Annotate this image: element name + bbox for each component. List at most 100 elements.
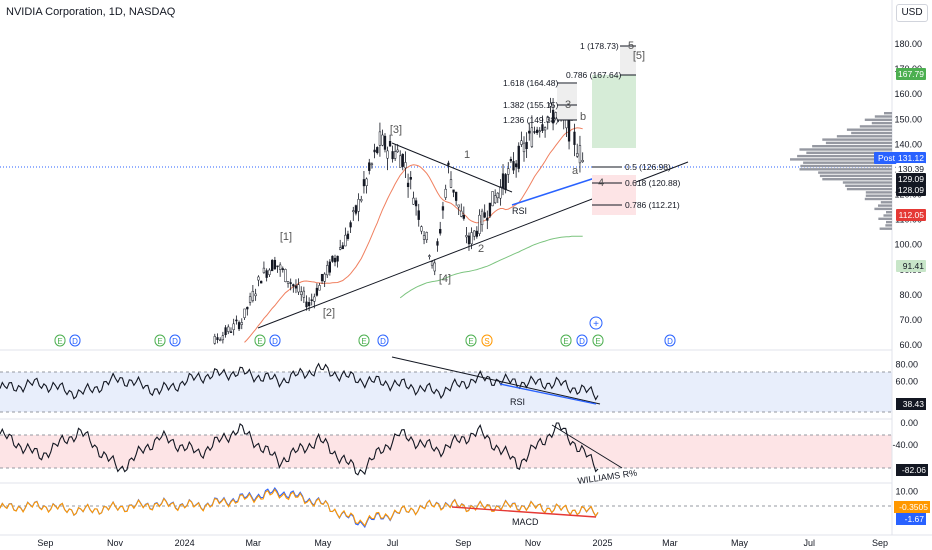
williams-band <box>0 435 892 468</box>
rsi-pane-annotation: RSI <box>510 397 525 407</box>
candle-body <box>260 280 263 284</box>
volume-profile-bar <box>800 164 892 168</box>
event-marker[interactable] <box>576 334 588 347</box>
candle-body <box>509 159 513 162</box>
candle-body <box>491 191 494 207</box>
candle-body <box>393 151 397 159</box>
candle-body <box>248 296 252 303</box>
event-marker-label: D <box>667 337 673 346</box>
price-badge <box>896 260 926 272</box>
candle-body <box>460 210 463 217</box>
time-tick-label: Mar <box>662 538 678 548</box>
currency-button[interactable]: USD <box>896 4 928 22</box>
candle-body <box>512 161 515 171</box>
volume-profile-bar <box>812 145 892 148</box>
candle-body <box>381 134 384 146</box>
candle-body <box>462 215 465 219</box>
candle-body <box>265 270 268 278</box>
event-marker[interactable] <box>358 334 370 347</box>
candle-body <box>227 326 230 332</box>
rsi-annotation: RSI <box>512 206 527 216</box>
event-marker[interactable] <box>154 334 166 347</box>
event-marker-label: E <box>361 337 366 346</box>
candle-body <box>216 337 219 340</box>
event-marker[interactable] <box>269 334 281 347</box>
candle-body <box>376 147 379 154</box>
event-marker[interactable] <box>54 334 66 347</box>
candle-body <box>262 267 266 273</box>
candle-body <box>541 124 544 131</box>
event-marker[interactable] <box>254 334 266 347</box>
event-marker[interactable] <box>592 334 604 347</box>
candle-body <box>551 109 555 124</box>
candle-body <box>276 265 279 268</box>
candle-body <box>232 323 235 330</box>
candle-body <box>386 150 389 159</box>
candle-body <box>318 285 321 291</box>
event-marker[interactable] <box>377 334 389 347</box>
event-marker-label: D <box>579 337 585 346</box>
volume-profile-bar <box>880 201 892 204</box>
price-badge-value: 128.09 <box>898 185 924 195</box>
candle-body <box>520 140 523 145</box>
volume-profile-bar <box>822 178 892 181</box>
volume-profile-bar <box>822 138 892 141</box>
price-badge-value: 131.12 <box>898 153 924 163</box>
time-tick-label: Jul <box>803 538 815 548</box>
candle-body <box>420 226 423 232</box>
candle-body <box>352 210 355 213</box>
volume-profile-bar <box>874 207 892 211</box>
fib-extension-zone <box>620 46 636 75</box>
wave-label: [5] <box>633 50 645 62</box>
candle-body <box>281 268 284 271</box>
candle-body <box>360 199 363 202</box>
event-marker[interactable] <box>69 334 81 347</box>
candle-body <box>292 284 295 287</box>
candle-body <box>365 178 368 186</box>
signal-line <box>0 488 599 527</box>
price-tick-label: 70.00 <box>899 315 922 325</box>
add-event-icon[interactable] <box>589 316 603 330</box>
candle-body <box>401 154 404 167</box>
macd-tick-label: 10.00 <box>895 487 918 497</box>
candle-body <box>268 269 271 275</box>
volume-profile-bar <box>864 197 892 201</box>
candle-body <box>444 188 447 198</box>
candle-body <box>467 235 471 245</box>
candle-body <box>368 162 371 171</box>
candle-body <box>454 191 458 201</box>
rsi-band <box>0 372 892 412</box>
wave-label: 2 <box>478 243 484 255</box>
price-tick-label: 60.00 <box>899 340 922 350</box>
time-tick-label: May <box>731 538 749 548</box>
candle-body <box>470 232 473 245</box>
candle-body <box>517 145 520 169</box>
candle-body <box>341 245 344 250</box>
williams-tick-label: -40.00 <box>892 440 918 450</box>
price-tick-label: 160.00 <box>894 89 922 99</box>
candle-body <box>357 199 360 212</box>
candle-body <box>270 260 274 272</box>
event-marker[interactable] <box>481 334 493 347</box>
candle-body <box>305 301 308 308</box>
williams-tick-label: 0.00 <box>900 418 918 428</box>
price-pane: RSI 1 (178.73) 0.786 (167.64) 1.618 (164.48… <box>54 40 892 347</box>
event-marker-label: S <box>484 337 489 346</box>
candle-body <box>237 322 241 330</box>
price-badge-value: 91.41 <box>903 261 925 271</box>
wave-label: [2] <box>323 307 335 319</box>
event-marker[interactable] <box>560 334 572 347</box>
volume-profile-bar <box>864 118 892 121</box>
candle-body <box>313 296 316 302</box>
fib-level-label: 0.618 (120.88) <box>625 178 680 188</box>
fib-level-label: 0.786 (112.21) <box>625 200 680 210</box>
event-marker[interactable] <box>465 334 477 347</box>
candle-body <box>297 284 300 293</box>
event-marker[interactable] <box>169 334 181 347</box>
event-marker[interactable] <box>664 334 676 347</box>
candle-body <box>273 259 277 270</box>
candle-body <box>302 290 306 298</box>
candle-body <box>219 339 222 341</box>
price-tick-label: 80.00 <box>899 290 922 300</box>
